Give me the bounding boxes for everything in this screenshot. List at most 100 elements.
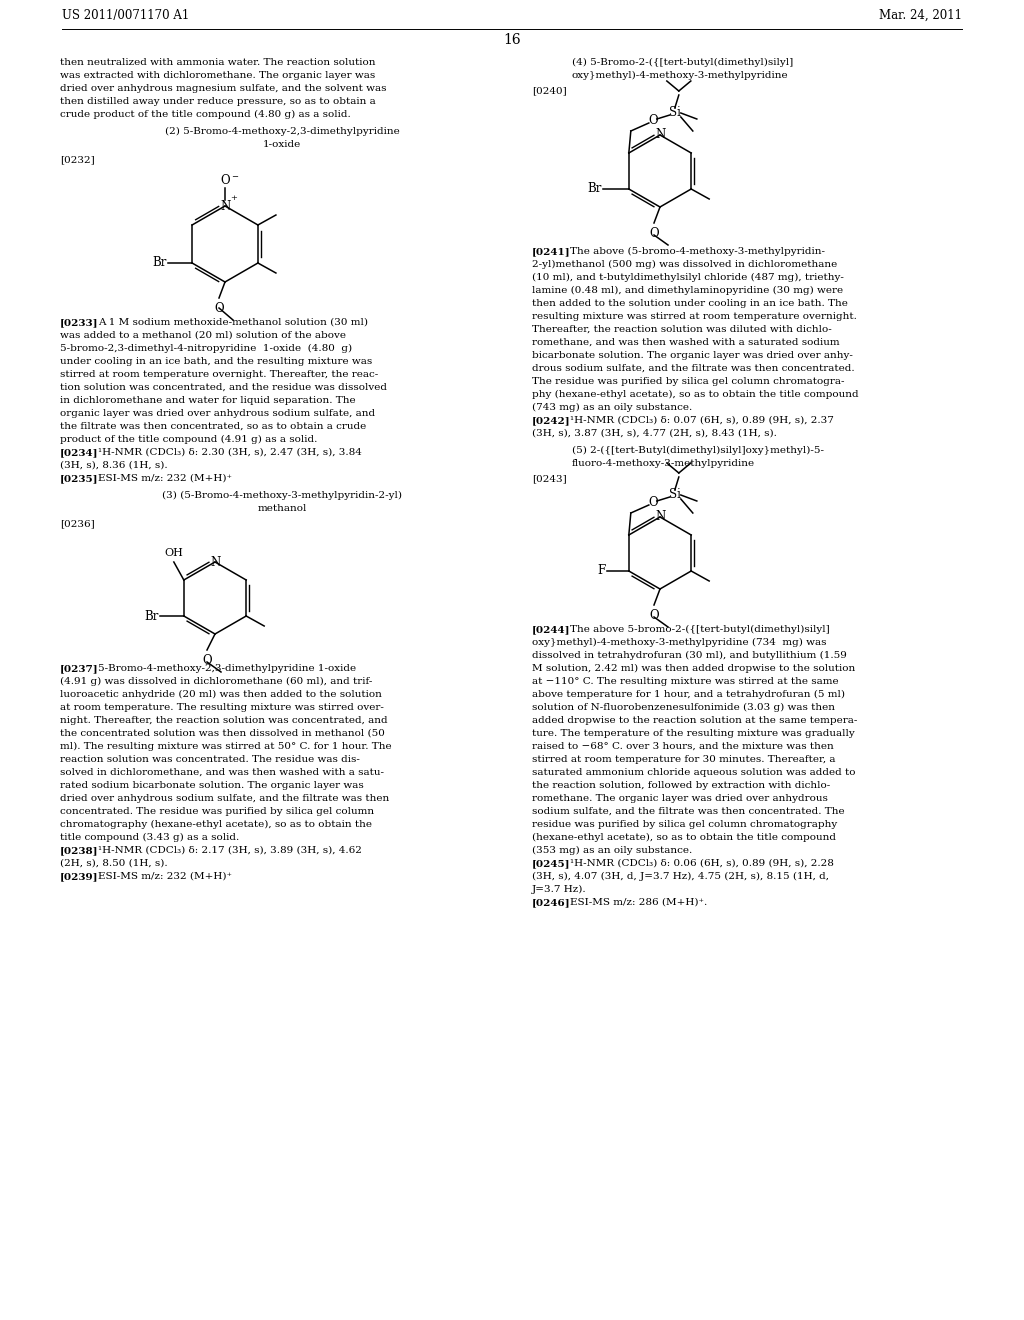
Text: sodium sulfate, and the filtrate was then concentrated. The: sodium sulfate, and the filtrate was the… bbox=[532, 807, 845, 816]
Text: then added to the solution under cooling in an ice bath. The: then added to the solution under cooling… bbox=[532, 300, 848, 308]
Text: N: N bbox=[656, 511, 667, 524]
Text: ESI-MS m/z: 232 (M+H)⁺: ESI-MS m/z: 232 (M+H)⁺ bbox=[98, 873, 232, 880]
Text: stirred at room temperature for 30 minutes. Thereafter, a: stirred at room temperature for 30 minut… bbox=[532, 755, 836, 764]
Text: N: N bbox=[656, 128, 667, 141]
Text: [0240]: [0240] bbox=[532, 86, 566, 95]
Text: romethane, and was then washed with a saturated sodium: romethane, and was then washed with a sa… bbox=[532, 338, 840, 347]
Text: the reaction solution, followed by extraction with dichlo-: the reaction solution, followed by extra… bbox=[532, 781, 830, 789]
Text: (3) (5-Bromo-4-methoxy-3-methylpyridin-2-yl): (3) (5-Bromo-4-methoxy-3-methylpyridin-2… bbox=[162, 491, 402, 500]
Text: (743 mg) as an oily substance.: (743 mg) as an oily substance. bbox=[532, 403, 692, 412]
Text: (353 mg) as an oily substance.: (353 mg) as an oily substance. bbox=[532, 846, 692, 855]
Text: then distilled away under reduce pressure, so as to obtain a: then distilled away under reduce pressur… bbox=[60, 96, 376, 106]
Text: above temperature for 1 hour, and a tetrahydrofuran (5 ml): above temperature for 1 hour, and a tetr… bbox=[532, 690, 845, 700]
Text: (hexane-ethyl acetate), so as to obtain the title compound: (hexane-ethyl acetate), so as to obtain … bbox=[532, 833, 836, 842]
Text: F: F bbox=[598, 565, 606, 578]
Text: added dropwise to the reaction solution at the same tempera-: added dropwise to the reaction solution … bbox=[532, 715, 857, 725]
Text: oxy}methyl)-4-methoxy-3-methylpyridine (734  mg) was: oxy}methyl)-4-methoxy-3-methylpyridine (… bbox=[532, 638, 826, 647]
Text: OH: OH bbox=[165, 548, 183, 558]
Text: The residue was purified by silica gel column chromatogra-: The residue was purified by silica gel c… bbox=[532, 378, 845, 385]
Text: (3H, s), 8.36 (1H, s).: (3H, s), 8.36 (1H, s). bbox=[60, 461, 168, 470]
Text: drous sodium sulfate, and the filtrate was then concentrated.: drous sodium sulfate, and the filtrate w… bbox=[532, 364, 855, 374]
Text: N: N bbox=[211, 556, 221, 569]
Text: Thereafter, the reaction solution was diluted with dichlo-: Thereafter, the reaction solution was di… bbox=[532, 325, 831, 334]
Text: O: O bbox=[648, 496, 657, 510]
Text: (2) 5-Bromo-4-methoxy-2,3-dimethylpyridine: (2) 5-Bromo-4-methoxy-2,3-dimethylpyridi… bbox=[165, 127, 399, 136]
Text: N: N bbox=[221, 199, 231, 213]
Text: [0239]: [0239] bbox=[60, 873, 98, 880]
Text: US 2011/0071170 A1: US 2011/0071170 A1 bbox=[62, 8, 189, 21]
Text: luoroacetic anhydride (20 ml) was then added to the solution: luoroacetic anhydride (20 ml) was then a… bbox=[60, 690, 382, 700]
Text: ESI-MS m/z: 232 (M+H)⁺: ESI-MS m/z: 232 (M+H)⁺ bbox=[98, 474, 232, 483]
Text: 16: 16 bbox=[503, 33, 521, 48]
Text: dried over anhydrous magnesium sulfate, and the solvent was: dried over anhydrous magnesium sulfate, … bbox=[60, 84, 386, 92]
Text: Br: Br bbox=[144, 610, 159, 623]
Text: O: O bbox=[649, 609, 658, 622]
Text: [0242]: [0242] bbox=[532, 416, 570, 425]
Text: rated sodium bicarbonate solution. The organic layer was: rated sodium bicarbonate solution. The o… bbox=[60, 781, 364, 789]
Text: [0244]: [0244] bbox=[532, 624, 570, 634]
Text: fluoro-4-methoxy-3-methylpyridine: fluoro-4-methoxy-3-methylpyridine bbox=[572, 459, 755, 469]
Text: saturated ammonium chloride aqueous solution was added to: saturated ammonium chloride aqueous solu… bbox=[532, 768, 855, 777]
Text: 5-Bromo-4-methoxy-2,3-dimethylpyridine 1-oxide: 5-Bromo-4-methoxy-2,3-dimethylpyridine 1… bbox=[98, 664, 356, 673]
Text: stirred at room temperature overnight. Thereafter, the reac-: stirred at room temperature overnight. T… bbox=[60, 370, 378, 379]
Text: residue was purified by silica gel column chromatography: residue was purified by silica gel colum… bbox=[532, 820, 838, 829]
Text: (3H, s), 4.07 (3H, d, J=3.7 Hz), 4.75 (2H, s), 8.15 (1H, d,: (3H, s), 4.07 (3H, d, J=3.7 Hz), 4.75 (2… bbox=[532, 873, 829, 882]
Text: the filtrate was then concentrated, so as to obtain a crude: the filtrate was then concentrated, so a… bbox=[60, 422, 367, 432]
Text: reaction solution was concentrated. The residue was dis-: reaction solution was concentrated. The … bbox=[60, 755, 359, 764]
Text: ml). The resulting mixture was stirred at 50° C. for 1 hour. The: ml). The resulting mixture was stirred a… bbox=[60, 742, 391, 751]
Text: romethane. The organic layer was dried over anhydrous: romethane. The organic layer was dried o… bbox=[532, 795, 827, 803]
Text: lamine (0.48 ml), and dimethylaminopyridine (30 mg) were: lamine (0.48 ml), and dimethylaminopyrid… bbox=[532, 286, 843, 296]
Text: product of the title compound (4.91 g) as a solid.: product of the title compound (4.91 g) a… bbox=[60, 436, 317, 444]
Text: [0246]: [0246] bbox=[532, 898, 570, 907]
Text: Br: Br bbox=[588, 182, 602, 195]
Text: J=3.7 Hz).: J=3.7 Hz). bbox=[532, 884, 587, 894]
Text: (3H, s), 3.87 (3H, s), 4.77 (2H, s), 8.43 (1H, s).: (3H, s), 3.87 (3H, s), 4.77 (2H, s), 8.4… bbox=[532, 429, 777, 438]
Text: [0234]: [0234] bbox=[60, 447, 98, 457]
Text: phy (hexane-ethyl acetate), so as to obtain the title compound: phy (hexane-ethyl acetate), so as to obt… bbox=[532, 389, 859, 399]
Text: at −110° C. The resulting mixture was stirred at the same: at −110° C. The resulting mixture was st… bbox=[532, 677, 839, 686]
Text: O: O bbox=[648, 115, 657, 128]
Text: dried over anhydrous sodium sulfate, and the filtrate was then: dried over anhydrous sodium sulfate, and… bbox=[60, 795, 389, 803]
Text: dissolved in tetrahydrofuran (30 ml), and butyllithium (1.59: dissolved in tetrahydrofuran (30 ml), an… bbox=[532, 651, 847, 660]
Text: Mar. 24, 2011: Mar. 24, 2011 bbox=[879, 8, 962, 21]
Text: ture. The temperature of the resulting mixture was gradually: ture. The temperature of the resulting m… bbox=[532, 729, 855, 738]
Text: organic layer was dried over anhydrous sodium sulfate, and: organic layer was dried over anhydrous s… bbox=[60, 409, 375, 418]
Text: ¹H-NMR (CDCl₃) δ: 0.07 (6H, s), 0.89 (9H, s), 2.37: ¹H-NMR (CDCl₃) δ: 0.07 (6H, s), 0.89 (9H… bbox=[570, 416, 834, 425]
Text: the concentrated solution was then dissolved in methanol (50: the concentrated solution was then disso… bbox=[60, 729, 385, 738]
Text: in dichloromethane and water for liquid separation. The: in dichloromethane and water for liquid … bbox=[60, 396, 355, 405]
Text: A 1 M sodium methoxide-methanol solution (30 ml): A 1 M sodium methoxide-methanol solution… bbox=[98, 318, 368, 327]
Text: [0233]: [0233] bbox=[60, 318, 98, 327]
Text: (10 ml), and t-butyldimethylsilyl chloride (487 mg), triethy-: (10 ml), and t-butyldimethylsilyl chlori… bbox=[532, 273, 844, 282]
Text: bicarbonate solution. The organic layer was dried over anhy-: bicarbonate solution. The organic layer … bbox=[532, 351, 853, 360]
Text: at room temperature. The resulting mixture was stirred over-: at room temperature. The resulting mixtu… bbox=[60, 704, 384, 711]
Text: tion solution was concentrated, and the residue was dissolved: tion solution was concentrated, and the … bbox=[60, 383, 387, 392]
Text: 1-oxide: 1-oxide bbox=[263, 140, 301, 149]
Text: Br: Br bbox=[153, 256, 167, 269]
Text: M solution, 2.42 ml) was then added dropwise to the solution: M solution, 2.42 ml) was then added drop… bbox=[532, 664, 855, 673]
Text: +: + bbox=[230, 194, 237, 202]
Text: (5) 2-({[tert-Butyl(dimethyl)silyl]oxy}methyl)-5-: (5) 2-({[tert-Butyl(dimethyl)silyl]oxy}m… bbox=[572, 446, 824, 455]
Text: methanol: methanol bbox=[257, 504, 306, 513]
Text: title compound (3.43 g) as a solid.: title compound (3.43 g) as a solid. bbox=[60, 833, 240, 842]
Text: ¹H-NMR (CDCl₃) δ: 2.30 (3H, s), 2.47 (3H, s), 3.84: ¹H-NMR (CDCl₃) δ: 2.30 (3H, s), 2.47 (3H… bbox=[98, 447, 361, 457]
Text: ESI-MS m/z: 286 (M+H)⁺.: ESI-MS m/z: 286 (M+H)⁺. bbox=[570, 898, 708, 907]
Text: 5-bromo-2,3-dimethyl-4-nitropyridine  1-oxide  (4.80  g): 5-bromo-2,3-dimethyl-4-nitropyridine 1-o… bbox=[60, 345, 352, 354]
Text: −: − bbox=[231, 173, 238, 181]
Text: [0238]: [0238] bbox=[60, 846, 98, 855]
Text: raised to −68° C. over 3 hours, and the mixture was then: raised to −68° C. over 3 hours, and the … bbox=[532, 742, 834, 751]
Text: O: O bbox=[649, 227, 658, 240]
Text: under cooling in an ice bath, and the resulting mixture was: under cooling in an ice bath, and the re… bbox=[60, 356, 373, 366]
Text: ¹H-NMR (CDCl₃) δ: 0.06 (6H, s), 0.89 (9H, s), 2.28: ¹H-NMR (CDCl₃) δ: 0.06 (6H, s), 0.89 (9H… bbox=[570, 859, 834, 869]
Text: (2H, s), 8.50 (1H, s).: (2H, s), 8.50 (1H, s). bbox=[60, 859, 168, 869]
Text: The above 5-bromo-2-({[tert-butyl(dimethyl)silyl]: The above 5-bromo-2-({[tert-butyl(dimeth… bbox=[570, 624, 829, 634]
Text: [0243]: [0243] bbox=[532, 474, 566, 483]
Text: solved in dichloromethane, and was then washed with a satu-: solved in dichloromethane, and was then … bbox=[60, 768, 384, 777]
Text: (4.91 g) was dissolved in dichloromethane (60 ml), and trif-: (4.91 g) was dissolved in dichloromethan… bbox=[60, 677, 373, 686]
Text: was added to a methanol (20 ml) solution of the above: was added to a methanol (20 ml) solution… bbox=[60, 331, 346, 341]
Text: crude product of the title compound (4.80 g) as a solid.: crude product of the title compound (4.8… bbox=[60, 110, 351, 119]
Text: was extracted with dichloromethane. The organic layer was: was extracted with dichloromethane. The … bbox=[60, 71, 375, 81]
Text: [0237]: [0237] bbox=[60, 664, 98, 673]
Text: O: O bbox=[220, 174, 229, 187]
Text: solution of N-fluorobenzenesulfonimide (3.03 g) was then: solution of N-fluorobenzenesulfonimide (… bbox=[532, 704, 835, 711]
Text: [0245]: [0245] bbox=[532, 859, 570, 869]
